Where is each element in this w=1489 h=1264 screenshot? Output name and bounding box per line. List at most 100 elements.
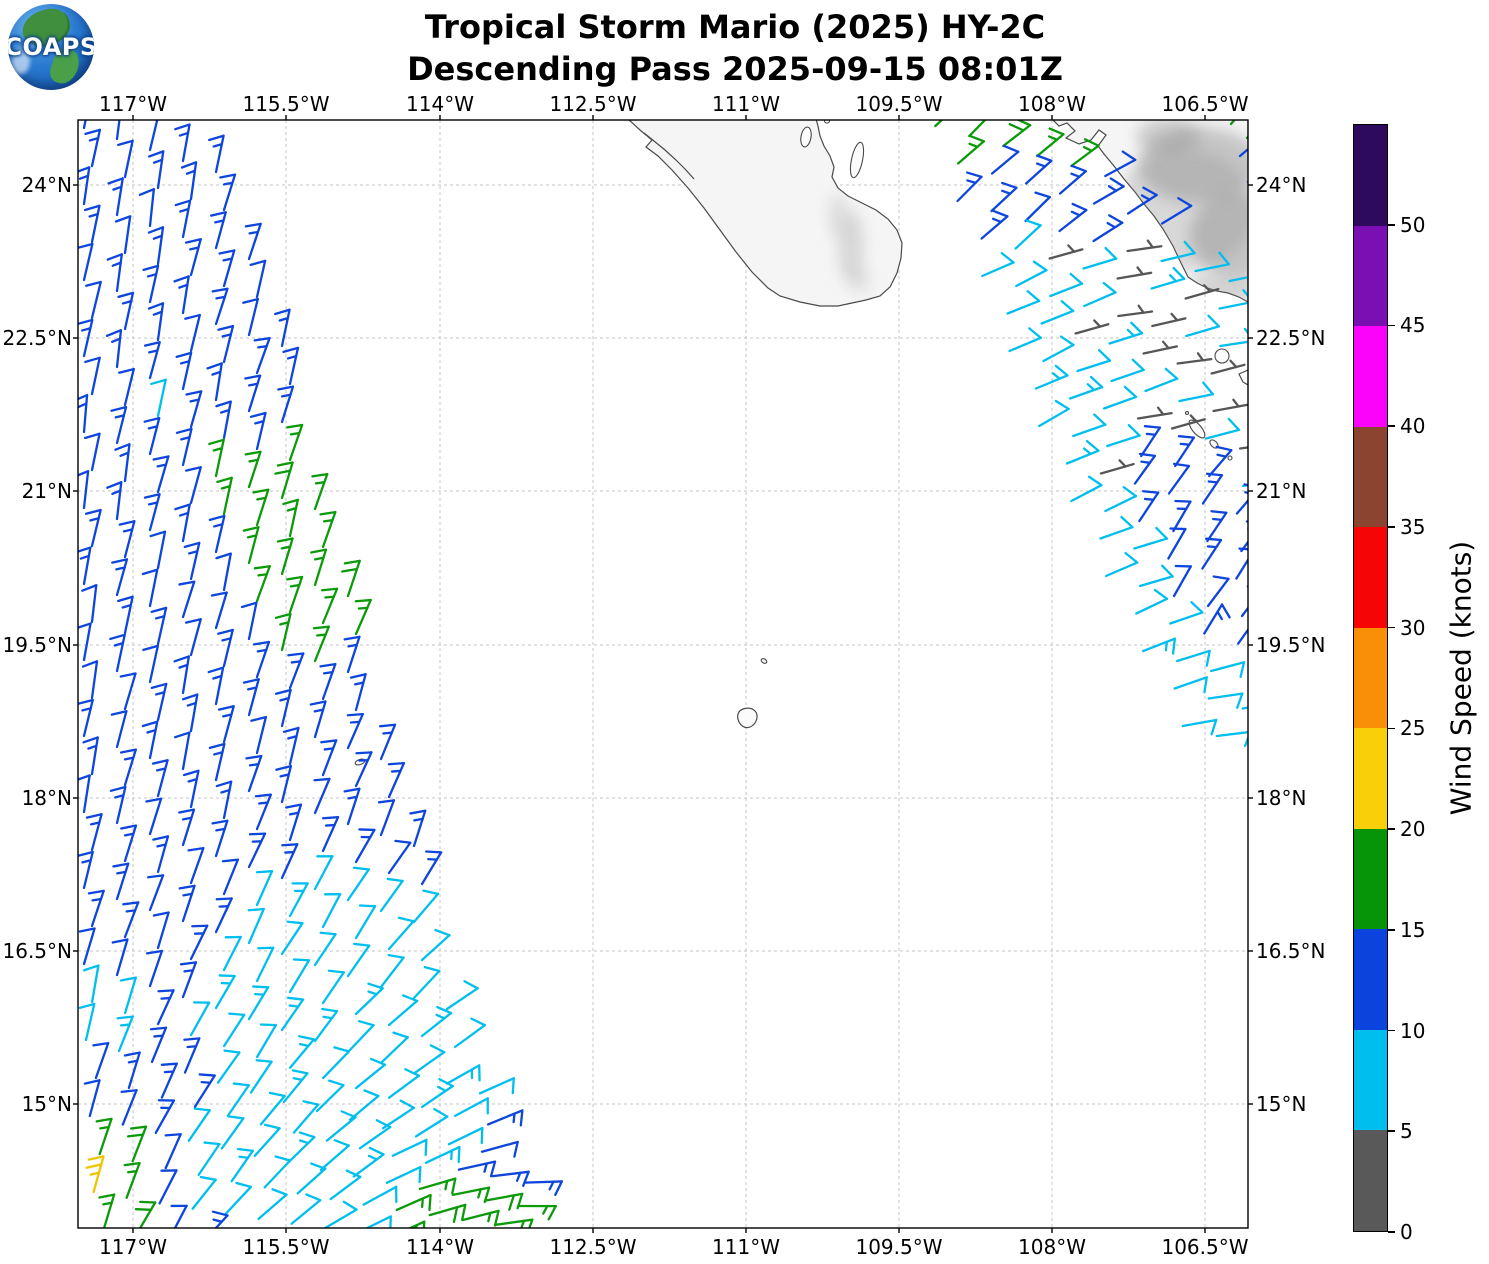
wind-barb xyxy=(156,989,175,1026)
wind-barb xyxy=(274,461,294,500)
wind-barb xyxy=(244,374,262,413)
wind-barb xyxy=(280,920,304,956)
wind-barb xyxy=(117,595,134,635)
wind-barb xyxy=(252,488,270,527)
wind-barb xyxy=(1048,244,1084,260)
wind-barb xyxy=(255,870,274,907)
wind-barb xyxy=(242,526,260,565)
wind-barb xyxy=(313,1007,339,1043)
wind-barb xyxy=(1184,284,1220,300)
wind-barb xyxy=(1151,312,1187,328)
wind-barb xyxy=(250,715,268,755)
coaps-logo: COAPS xyxy=(8,4,94,90)
wind-barb xyxy=(1201,472,1224,505)
wind-barb xyxy=(120,824,138,863)
wind-barb xyxy=(341,559,361,598)
wind-barb xyxy=(290,1193,322,1225)
wind-barb xyxy=(1142,340,1179,355)
wind-barb xyxy=(358,1119,392,1150)
wind-barb xyxy=(486,1109,524,1127)
wind-barb xyxy=(110,405,128,445)
wind-barb xyxy=(412,889,440,924)
wind-barb xyxy=(381,1099,416,1130)
wind-barb xyxy=(1206,510,1228,543)
wind-barb xyxy=(1209,661,1246,679)
wind-barb xyxy=(354,982,384,1016)
wind-barb xyxy=(379,877,404,913)
wind-barb xyxy=(1178,381,1214,403)
wind-barb xyxy=(109,633,126,673)
wind-barb xyxy=(980,209,1009,240)
wind-barb xyxy=(245,754,263,793)
wind-barb xyxy=(112,862,130,901)
wind-barb xyxy=(1002,120,1032,148)
wind-barb xyxy=(285,803,303,842)
wind-barb xyxy=(210,591,228,630)
wind-barb xyxy=(218,249,236,288)
wind-barb xyxy=(277,385,295,424)
wind-barb xyxy=(160,1062,178,1099)
wind-barb xyxy=(1235,547,1248,580)
wind-barb xyxy=(1172,564,1192,598)
wind-barb xyxy=(484,1192,524,1211)
baja-terrain xyxy=(828,193,870,294)
wind-barb xyxy=(1138,490,1160,523)
wind-barb xyxy=(116,1015,134,1053)
island-socorro xyxy=(737,707,758,729)
wind-barb xyxy=(217,628,234,668)
globe-icon: COAPS xyxy=(8,4,94,90)
wind-barb xyxy=(150,682,168,722)
wind-barb xyxy=(242,678,260,717)
wind-barb xyxy=(1138,564,1174,588)
wind-barb xyxy=(148,150,165,190)
wind-barb xyxy=(1083,281,1117,308)
wind-barb xyxy=(247,985,270,1021)
wind-barb xyxy=(424,1145,461,1164)
wind-barb xyxy=(1058,202,1088,233)
wind-barb xyxy=(81,660,99,700)
wind-barb xyxy=(187,1107,211,1142)
wind-barb xyxy=(346,866,370,902)
wind-barb xyxy=(138,188,155,228)
wind-barb xyxy=(78,470,90,510)
wind-barb xyxy=(78,698,94,738)
wind-barb xyxy=(414,1108,449,1138)
wind-barb xyxy=(387,1068,421,1099)
wind-barb xyxy=(480,1140,519,1158)
wind-barb xyxy=(311,472,329,511)
map-frame xyxy=(77,119,1249,1229)
wind-barb xyxy=(343,787,361,826)
wind-barb xyxy=(354,828,376,864)
wind-barb xyxy=(274,308,291,348)
wind-barb xyxy=(409,809,427,848)
wind-barb xyxy=(379,1031,409,1065)
wind-barb xyxy=(173,731,191,771)
wind-barb xyxy=(120,1089,138,1126)
wind-barb xyxy=(173,275,190,315)
wind-barb xyxy=(78,774,91,814)
wind-barb xyxy=(453,1017,487,1049)
wind-barb xyxy=(106,481,123,521)
wind-barb xyxy=(142,264,160,304)
wind-barb xyxy=(1212,398,1248,413)
wind-barb xyxy=(354,904,377,940)
wind-barb xyxy=(249,1059,273,1094)
wind-barb xyxy=(1240,520,1248,553)
wind-barb xyxy=(364,1215,392,1228)
wind-barb xyxy=(78,927,96,966)
wind-barb xyxy=(1049,272,1084,298)
wind-barb xyxy=(1167,527,1187,560)
wind-barb xyxy=(1024,154,1053,185)
wind-barb xyxy=(81,584,98,624)
wind-barb xyxy=(1235,483,1248,515)
wind-barb xyxy=(1185,314,1221,338)
wind-barb xyxy=(143,417,161,456)
wind-barb xyxy=(1240,585,1248,618)
wind-barb xyxy=(107,177,124,217)
wind-barb xyxy=(1104,486,1138,513)
wind-barb xyxy=(184,618,202,657)
wind-barb xyxy=(1092,177,1125,205)
wind-barb xyxy=(274,688,292,728)
wind-barb xyxy=(354,751,373,788)
wind-barb xyxy=(164,1133,182,1170)
